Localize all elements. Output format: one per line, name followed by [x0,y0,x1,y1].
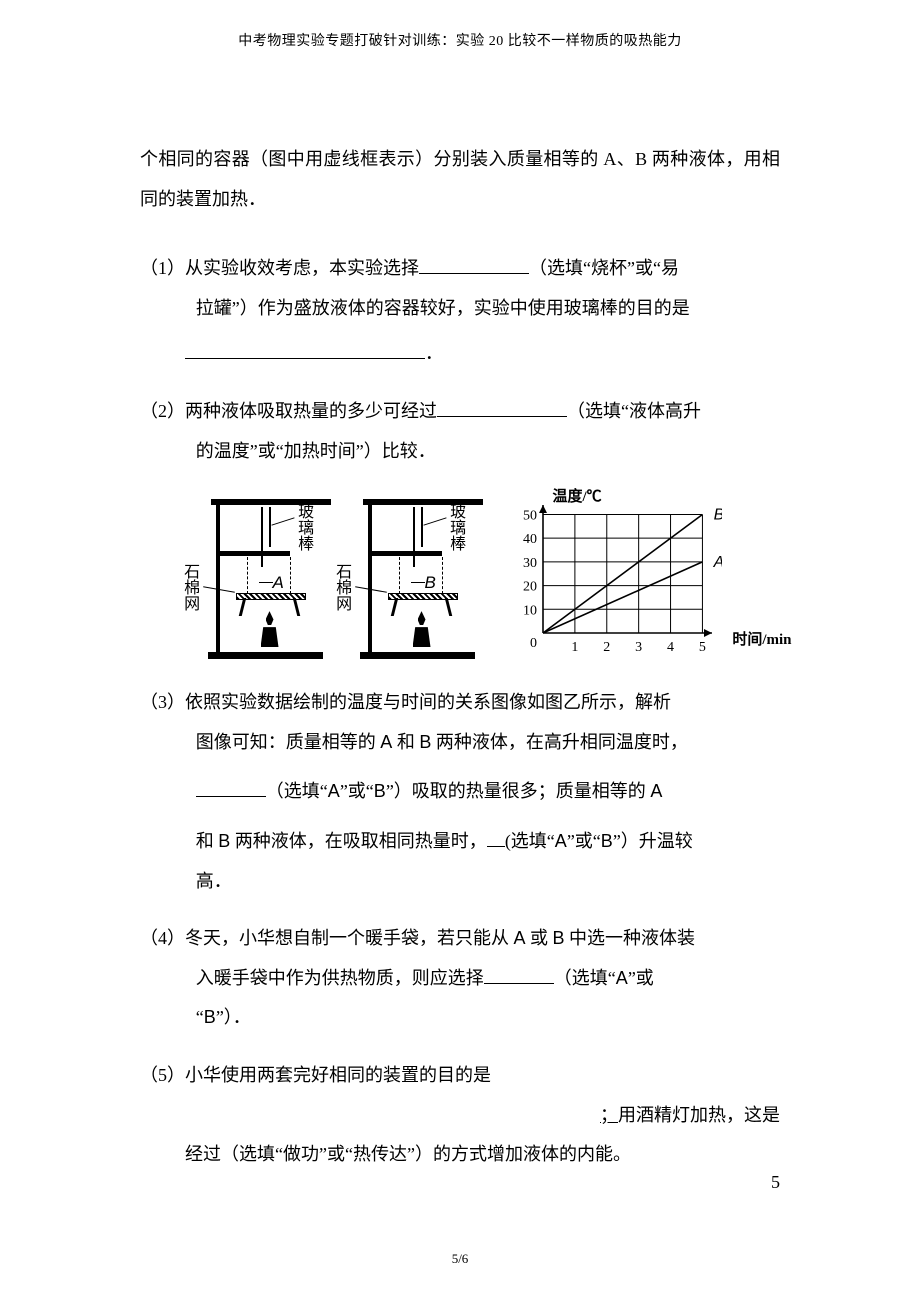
q4-t1a: 冬天，小华想自制一个暖手袋，若只能从 A 或 B 中选一种液体装 [185,928,695,948]
x-axis-title: 时间/min [732,628,791,649]
figure: 玻璃棒 石棉网 A 玻璃棒 石棉网 B 温度/℃ AB1234510203040… [140,489,780,659]
q1-num: （1） [140,258,185,278]
q5-num: （5） [140,1065,185,1085]
q2-t2b: 的温度”或“加热时间”）比较． [196,441,436,461]
q3-t2b: 和 B 两种液体，在吸取相同热量时， [196,831,487,851]
svg-text:1: 1 [571,640,578,655]
q1-t2b: 拉罐”）作为盛放液体的容器较好，实验中使用玻璃棒的目的是 [196,298,690,318]
q3-blank-2 [487,829,505,847]
question-2: （2）两种液体吸取热量的多少可经过 （选填“液体高升 的温度”或“加热时间”）比较… [140,392,780,471]
q3-t1b: 图像可知：质量相等的 A 和 B 两种液体，在高升相同温度时， [196,732,688,752]
svg-text:2: 2 [603,640,610,655]
q1-t3: ． [425,343,443,363]
label-rod-B: 玻璃棒 [447,503,465,551]
q3-blank-1 [196,779,266,797]
q4-num: （4） [140,928,185,948]
intro-text: 个相同的容器（图中用虚线框表示）分别装入质量相等的 A、B 两种液体，用相同的装… [140,140,780,219]
svg-text:30: 30 [523,556,537,571]
q2-num: （2） [140,401,185,421]
intro-content: 个相同的容器（图中用虚线框表示）分别装入质量相等的 A、B 两种液体，用相同的装… [140,149,780,209]
question-5: （5）小华使用两套完好相同的装置的目的是 ；用酒精灯加热，这是 经过（选填“做功… [140,1056,780,1175]
q1-t2a: （选填“烧杯”或“易 [529,258,679,278]
q4-t2: （选填“A”或 [554,968,654,988]
q3-t3b: 高． [196,871,232,891]
svg-text:3: 3 [635,640,642,655]
q1-blank-1 [419,256,529,274]
svg-text:4: 4 [667,640,674,655]
q3-t1a: 依照实验数据绘制的温度与时间的关系图像如图乙所示，解析 [185,692,671,712]
svg-text:0: 0 [530,636,537,651]
beaker-label-B: B [425,573,436,593]
svg-text:5: 5 [698,640,705,655]
label-rod-A: 玻璃棒 [295,503,313,551]
q4-blank-1 [484,966,554,984]
q4-t1b: 入暖手袋中作为供热物质，则应选择 [196,968,484,988]
label-mesh-B: 石棉网 [333,563,351,611]
question-3: （3）依照实验数据绘制的温度与时间的关系图像如图乙所示，解析 图像可知：质量相等… [140,683,780,901]
q1-t1: 从实验收效考虑，本实验选择 [185,258,419,278]
svg-text:50: 50 [523,509,537,524]
page: 中考物理实验专题打破针对训练：实验 20 比较不一样物质的吸热能力 个相同的容器… [0,0,920,1303]
svg-text:40: 40 [523,532,537,547]
question-1: （1）从实验收效考虑，本实验选择 （选填“烧杯”或“易 拉罐”）作为盛放液体的容器… [140,249,780,374]
chart-svg: A B 1 2 3 4 5 10 20 30 40 50 0 [507,489,722,659]
q2-blank-1 [437,399,567,417]
svg-text:20: 20 [523,580,537,595]
svg-text:10: 10 [523,603,537,618]
q5-t3a: 用酒精灯加热，这是 [618,1105,780,1125]
y-axis-title: 温度/℃ [553,485,602,506]
q3-t2a: （选填“A”或“B”）吸取的热量很多；质量相等的 A [266,781,663,801]
page-number-right: 5 [771,1172,780,1193]
svg-text:A: A [712,554,721,571]
page-number-center: 5/6 [0,1251,920,1267]
q1-blank-2 [185,341,425,359]
q2-t2a: （选填“液体高升 [567,401,701,421]
label-mesh-A: 石棉网 [181,563,199,611]
apparatus-B: 玻璃棒 石棉网 B [355,489,495,659]
svg-text:B: B [713,507,721,524]
q3-t3a: (选填“A”或“B”）升温较 [505,831,693,851]
apparatus-A: 玻璃棒 石棉网 A [203,489,343,659]
q2-t1: 两种液体吸取热量的多少可经过 [185,401,437,421]
figure-inner: 玻璃棒 石棉网 A 玻璃棒 石棉网 B 温度/℃ AB1234510203040… [199,489,722,659]
page-header: 中考物理实验专题打破针对训练：实验 20 比较不一样物质的吸热能力 [140,30,780,50]
chart: 温度/℃ AB1234510203040500 时间/min [507,489,722,659]
q3-num: （3） [140,692,185,712]
beaker-label-A: A [273,573,284,593]
question-4: （4）冬天，小华想自制一个暖手袋，若只能从 A 或 B 中选一种液体装 入暖手袋… [140,919,780,1038]
q5-t2: ； [600,1105,618,1125]
q5-t1: 小华使用两套完好相同的装置的目的是 [185,1065,491,1085]
q4-t2b: “B”）． [196,1007,251,1027]
q5-t3b: 经过（选填“做功”或“热传达”）的方式增加液体的内能。 [185,1144,631,1164]
